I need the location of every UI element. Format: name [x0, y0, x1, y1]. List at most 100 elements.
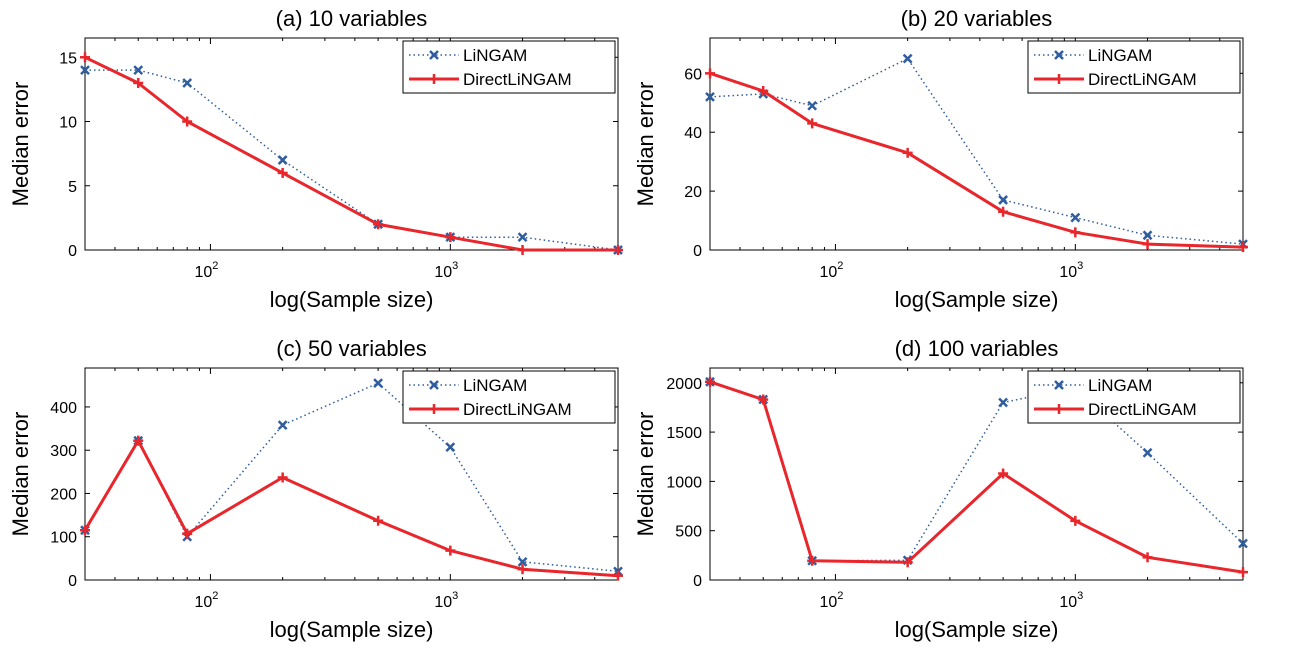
series-line-directlingam	[83, 439, 619, 578]
x-tick-base: 10	[434, 264, 452, 281]
data-point-directlingam	[277, 167, 288, 178]
legend-marker	[1054, 380, 1064, 390]
plot-area	[709, 367, 1244, 581]
legend-box	[1027, 40, 1241, 94]
data-point-lingam	[998, 397, 1008, 408]
chart-panel-2: (c) 50 variables Median error log(Sample s…	[8, 336, 623, 642]
x-tick-label: 103	[1059, 590, 1083, 611]
legend-marker	[1054, 50, 1064, 60]
data-point-directlingam	[445, 232, 456, 243]
legend-marker	[429, 404, 439, 414]
data-point-directlingam	[517, 245, 528, 255]
legend-label: DirectLiNGAM	[463, 400, 572, 419]
legend-box	[1027, 370, 1241, 424]
y-tick-label: 10	[59, 115, 77, 132]
data-point-lingam	[80, 65, 90, 76]
x-axis-label: log(Sample size)	[270, 287, 434, 312]
x-tick-label: 103	[434, 260, 458, 281]
data-point-lingam	[182, 78, 193, 88]
data-point-directlingam	[902, 557, 913, 568]
y-tick-label: 100	[50, 530, 77, 547]
chart-title: (b) 20 variables	[901, 6, 1053, 31]
y-tick-label: 20	[684, 184, 702, 201]
x-tick-label: 102	[194, 590, 218, 611]
data-point-directlingam	[133, 435, 144, 446]
x-tick-exponent: 3	[1077, 260, 1083, 272]
legend-box	[402, 40, 616, 94]
chart-panel-0: (a) 10 variables Median error log(Sample s…	[8, 6, 623, 312]
legend-marker	[429, 380, 439, 390]
data-point-directlingam	[80, 525, 90, 536]
data-point-directlingam	[613, 570, 623, 581]
data-point-directlingam	[1238, 567, 1248, 578]
x-tick-exponent: 2	[212, 260, 218, 272]
y-tick-label: 0	[693, 243, 702, 260]
x-tick-exponent: 3	[1077, 590, 1083, 602]
x-tick-base: 10	[194, 594, 212, 611]
data-point-lingam	[705, 92, 715, 102]
data-point-lingam	[373, 378, 383, 389]
y-tick-label: 0	[693, 573, 702, 590]
x-tick-exponent: 3	[452, 260, 458, 272]
chart-panel-3: (d) 100 variables Median error log(Sample …	[633, 336, 1248, 642]
legend: LiNGAM DirectLiNGAM	[1027, 370, 1241, 424]
legend-marker	[1054, 404, 1064, 414]
y-tick-label: 200	[50, 486, 77, 503]
y-tick-label: 1500	[666, 425, 702, 442]
x-tick-base: 10	[819, 594, 837, 611]
series-line-directlingam	[84, 55, 618, 252]
x-tick-label: 102	[819, 260, 843, 281]
data-point-lingam	[998, 195, 1008, 205]
data-point-lingam	[277, 155, 288, 165]
data-point-lingam	[445, 442, 456, 453]
x-axis-label: log(Sample size)	[270, 617, 434, 642]
plot-area	[84, 37, 619, 251]
data-point-directlingam	[998, 468, 1009, 479]
x-tick-label: 102	[819, 590, 843, 611]
data-point-directlingam	[277, 472, 288, 483]
data-point-lingam	[133, 65, 144, 76]
y-axis-label: Median error	[633, 82, 658, 207]
data-point-directlingam	[998, 206, 1009, 217]
data-point-directlingam	[758, 86, 769, 96]
legend: LiNGAM DirectLiNGAM	[402, 40, 616, 94]
x-tick-base: 10	[1059, 264, 1077, 281]
y-tick-label: 1000	[666, 474, 702, 491]
data-point-directlingam	[1070, 227, 1081, 238]
x-tick-label: 102	[194, 260, 218, 281]
data-point-lingam	[517, 556, 528, 567]
data-point-directlingam	[517, 564, 528, 575]
x-tick-base: 10	[194, 264, 212, 281]
data-point-directlingam	[705, 376, 715, 387]
legend-box	[402, 370, 616, 424]
legend: LiNGAM DirectLiNGAM	[1027, 40, 1241, 94]
x-axis-label: log(Sample size)	[895, 617, 1059, 642]
y-axis-label: Median error	[8, 82, 33, 207]
data-point-lingam	[1142, 447, 1153, 458]
x-tick-exponent: 2	[837, 590, 843, 602]
x-tick-base: 10	[1059, 594, 1077, 611]
data-point-directlingam	[182, 116, 193, 127]
legend-label: DirectLiNGAM	[1088, 70, 1197, 89]
data-point-lingam	[902, 53, 913, 64]
data-point-directlingam	[182, 528, 193, 539]
data-point-directlingam	[373, 515, 384, 526]
data-point-directlingam	[80, 52, 90, 63]
data-point-directlingam	[1070, 515, 1081, 526]
series-line-lingam	[85, 69, 619, 251]
plot-area	[709, 37, 1244, 251]
series-line-directlingam	[709, 71, 1244, 249]
chart-title: (d) 100 variables	[895, 336, 1059, 361]
data-point-directlingam	[758, 394, 769, 405]
data-point-directlingam	[1142, 552, 1153, 563]
chart-panel-1: (b) 20 variables Median error log(Sample s…	[633, 6, 1248, 312]
legend-label: LiNGAM	[463, 376, 527, 395]
legend-label: LiNGAM	[1088, 46, 1152, 65]
x-tick-exponent: 3	[452, 590, 458, 602]
data-point-lingam	[1142, 230, 1153, 241]
x-tick-label: 103	[1059, 260, 1083, 281]
x-tick-base: 10	[819, 264, 837, 281]
x-tick-exponent: 2	[837, 260, 843, 272]
y-axis-label: Median error	[8, 412, 33, 537]
